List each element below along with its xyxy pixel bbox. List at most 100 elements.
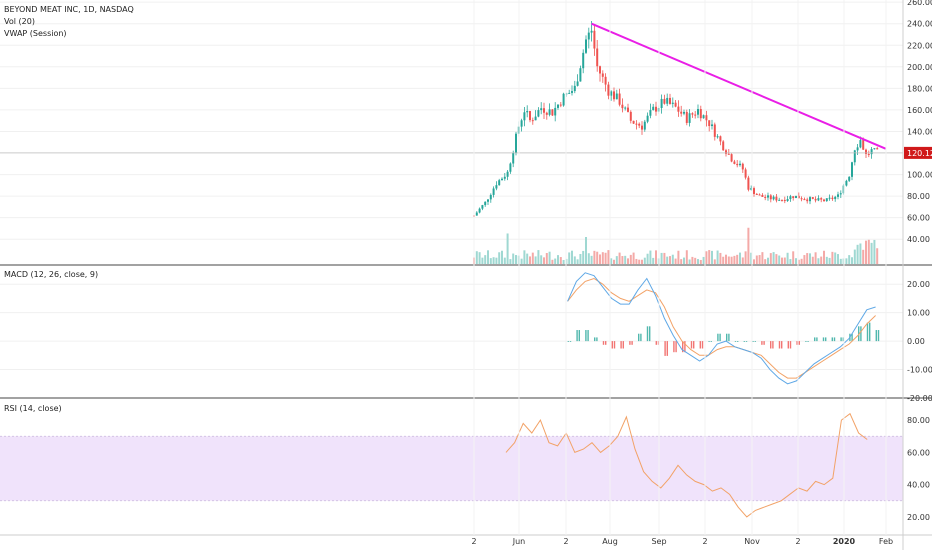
candle-body [694, 114, 697, 116]
volume-bar [856, 244, 859, 264]
candle-body [618, 93, 621, 105]
volume-bar [697, 259, 699, 264]
candle-body [736, 163, 739, 166]
macd-histogram-bar [701, 341, 704, 349]
volume-bar [817, 258, 820, 264]
candle-body [705, 115, 708, 121]
candle-body [655, 106, 657, 112]
volume-bar [747, 227, 750, 264]
macd-histogram-bar [673, 341, 675, 353]
candle-body [568, 92, 571, 94]
volume-bar [711, 250, 713, 264]
volume-bar [767, 257, 769, 264]
volume-bar [876, 248, 879, 264]
volume-bar [806, 253, 809, 264]
volume-bar [865, 240, 867, 264]
candle-body [512, 152, 515, 164]
volume-bar [683, 257, 685, 264]
candle-body [691, 113, 694, 115]
volume-bar [733, 255, 736, 264]
volume-bar [649, 250, 652, 264]
candle-body [515, 133, 517, 153]
macd-histogram-bar [666, 341, 668, 356]
candle-body [741, 163, 744, 170]
candle-body [596, 48, 599, 67]
macd-histogram-bar [816, 337, 818, 342]
macd-histogram-bar [752, 341, 754, 342]
candle-body [719, 136, 722, 142]
candle-body [727, 153, 730, 155]
macd-histogram-bar [690, 341, 693, 349]
macd-histogram-bar [743, 341, 745, 342]
candle-body [529, 111, 531, 121]
symbol-label[interactable]: BEYOND MEAT INC, 1D, NASDAQ [4, 5, 134, 14]
volume-bar [660, 252, 663, 264]
candle-body [800, 198, 803, 200]
volume-bar [529, 256, 531, 264]
candle-body [688, 113, 691, 123]
candle-body [817, 198, 820, 201]
candle-body [803, 199, 806, 201]
volume-label[interactable]: Vol (20) [4, 17, 35, 26]
price-tick-label: 180.00 [907, 84, 932, 93]
volume-bar [629, 254, 632, 264]
volume-bar [621, 256, 624, 264]
candle-body [809, 197, 811, 202]
macd-histogram-bar [613, 341, 616, 349]
candle-body [683, 111, 685, 114]
volume-bar [708, 250, 711, 264]
candle-body [489, 194, 492, 200]
candle-body [487, 199, 489, 202]
volume-bar [559, 257, 562, 264]
volume-bar [501, 250, 503, 264]
candle-body [828, 197, 831, 199]
macd-histogram-bar [569, 341, 572, 342]
last-price-label: 120.12 [907, 149, 932, 158]
volume-bar [800, 258, 803, 264]
volume-bar [554, 258, 557, 264]
volume-bar [498, 252, 501, 264]
candle-body [677, 106, 680, 112]
macd-label[interactable]: MACD (12, 26, close, 9) [4, 270, 99, 279]
candle-body [778, 199, 781, 201]
macd-histogram-bar [682, 341, 684, 353]
volume-bar [646, 253, 649, 264]
candle-body [503, 176, 506, 179]
volume-bar [489, 258, 492, 264]
price-tick-label: 60.00 [907, 214, 930, 223]
candle-body [557, 104, 559, 108]
candle-body [795, 195, 797, 199]
price-tick-label: 220.00 [907, 41, 932, 50]
macd-line [567, 272, 876, 385]
volume-bar [562, 259, 565, 264]
candle-body [764, 196, 767, 198]
macd-tick-label: 20.00 [907, 280, 930, 289]
volume-bar [859, 243, 862, 264]
volume-bar [828, 257, 831, 264]
macd-histogram-bar [787, 341, 789, 349]
volume-bar [725, 254, 727, 264]
macd-histogram-bar [798, 341, 800, 345]
rsi-band [0, 436, 903, 501]
volume-bar [685, 250, 688, 264]
volume-bar [786, 252, 789, 264]
candle-body [534, 116, 537, 121]
macd-histogram-bar [646, 326, 649, 342]
volume-bar [531, 252, 534, 264]
time-tick-label: 2 [471, 537, 476, 546]
volume-bar [601, 252, 604, 264]
vwap-label[interactable]: VWAP (Session) [4, 29, 67, 38]
candle-body [708, 120, 711, 127]
candle-body [543, 108, 545, 113]
volume-bar [778, 255, 781, 264]
candle-body [862, 140, 865, 150]
candle-body [848, 176, 851, 181]
macd-histogram-bar [770, 341, 772, 349]
candle-body [666, 97, 669, 104]
rsi-label[interactable]: RSI (14, close) [4, 404, 62, 413]
volume-bar [593, 250, 596, 264]
candle-body [501, 178, 503, 181]
candle-body [873, 148, 876, 150]
volume-bar [867, 239, 870, 264]
